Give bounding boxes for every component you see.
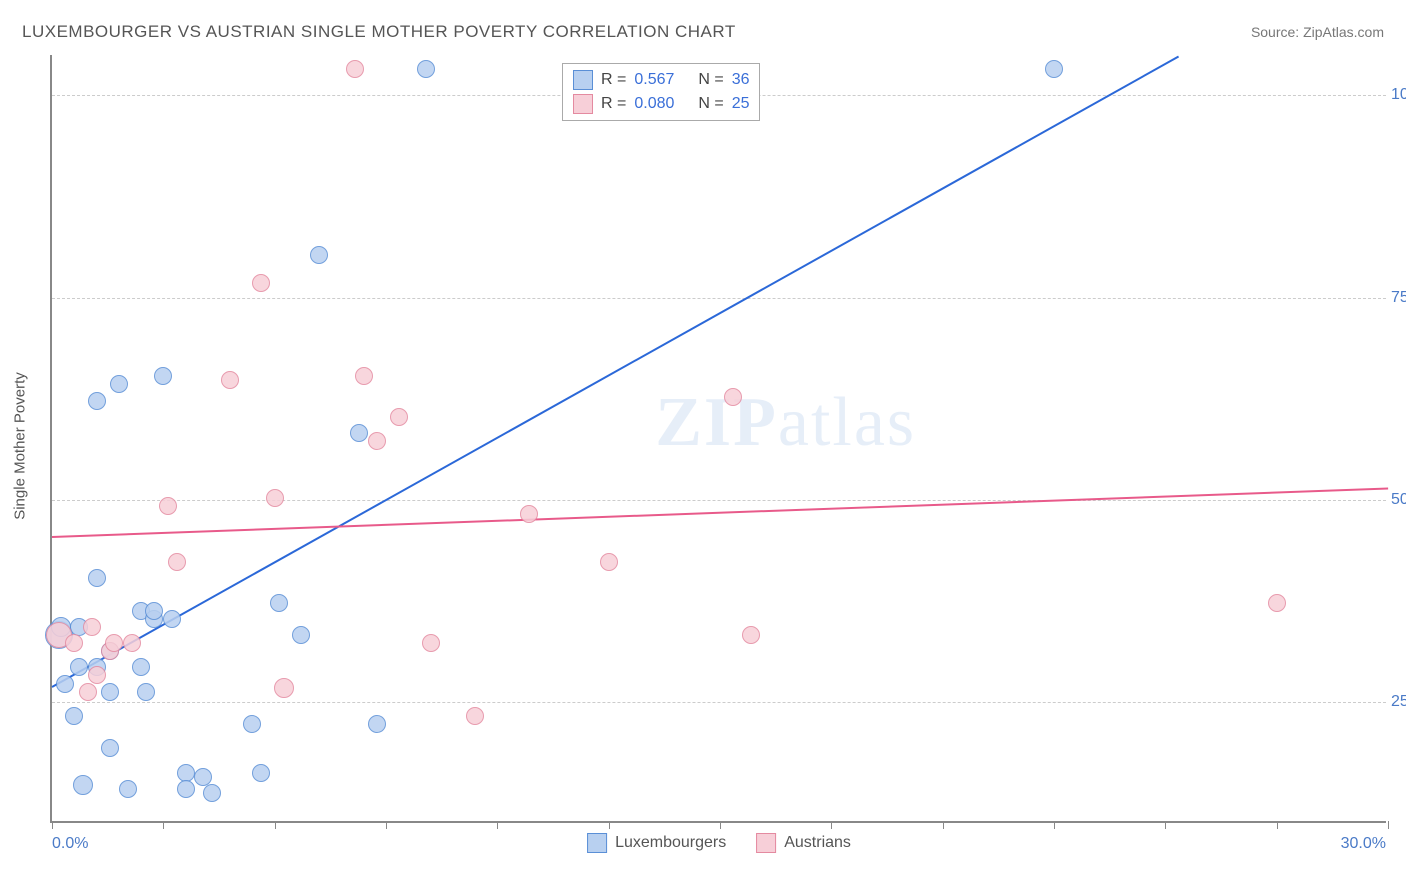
correlation-legend: R = 0.567 N = 36 R = 0.080 N = 25 bbox=[562, 63, 760, 121]
source-attribution: Source: ZipAtlas.com bbox=[1251, 24, 1384, 40]
legend-n-label: N = bbox=[698, 71, 723, 89]
data-point-aus bbox=[266, 489, 284, 507]
data-point-lux bbox=[417, 60, 435, 78]
data-point-lux bbox=[203, 784, 221, 802]
legend-row-lux: R = 0.567 N = 36 bbox=[573, 68, 749, 92]
x-tick-label-max: 30.0% bbox=[1341, 835, 1386, 853]
y-tick-label: 75.0% bbox=[1391, 289, 1406, 307]
data-point-lux bbox=[177, 780, 195, 798]
data-point-lux bbox=[350, 424, 368, 442]
data-point-lux bbox=[132, 658, 150, 676]
data-point-aus bbox=[600, 553, 618, 571]
data-point-lux bbox=[101, 739, 119, 757]
data-point-lux bbox=[163, 610, 181, 628]
data-point-lux bbox=[145, 602, 163, 620]
data-point-lux bbox=[110, 375, 128, 393]
series-legend: Luxembourgers Austrians bbox=[587, 833, 851, 853]
data-point-lux bbox=[119, 780, 137, 798]
plot-area: ZIPatlas 25.0%50.0%75.0%100.0%0.0%30.0%R… bbox=[50, 55, 1386, 823]
data-point-lux bbox=[194, 768, 212, 786]
x-tick bbox=[1054, 821, 1055, 829]
series-legend-item-aus: Austrians bbox=[756, 833, 851, 853]
x-tick bbox=[52, 821, 53, 829]
x-tick bbox=[1277, 821, 1278, 829]
data-point-aus bbox=[88, 666, 106, 684]
data-point-aus bbox=[274, 678, 294, 698]
data-point-aus bbox=[724, 388, 742, 406]
legend-n-label: N = bbox=[698, 95, 723, 113]
watermark: ZIPatlas bbox=[655, 383, 916, 463]
data-point-aus bbox=[422, 634, 440, 652]
data-point-aus bbox=[168, 553, 186, 571]
data-point-aus bbox=[355, 367, 373, 385]
data-point-lux bbox=[101, 683, 119, 701]
y-tick-label: 100.0% bbox=[1391, 86, 1406, 104]
data-point-aus bbox=[466, 707, 484, 725]
y-axis-title: Single Mother Poverty bbox=[12, 372, 29, 520]
data-point-lux bbox=[1045, 60, 1063, 78]
series-swatch-aus bbox=[756, 833, 776, 853]
data-point-aus bbox=[105, 634, 123, 652]
legend-swatch-lux bbox=[573, 70, 593, 90]
chart-title: LUXEMBOURGER VS AUSTRIAN SINGLE MOTHER P… bbox=[22, 22, 736, 42]
x-tick bbox=[1388, 821, 1389, 829]
data-point-lux bbox=[70, 658, 88, 676]
data-point-aus bbox=[123, 634, 141, 652]
x-tick bbox=[275, 821, 276, 829]
trend-line-lux bbox=[52, 55, 1180, 687]
legend-row-aus: R = 0.080 N = 25 bbox=[573, 92, 749, 116]
legend-n-value-aus: 25 bbox=[732, 95, 750, 113]
legend-r-label: R = bbox=[601, 71, 626, 89]
data-point-lux bbox=[154, 367, 172, 385]
x-tick bbox=[497, 821, 498, 829]
data-point-lux bbox=[243, 715, 261, 733]
legend-r-value-aus: 0.080 bbox=[634, 95, 690, 113]
gridline bbox=[52, 702, 1386, 703]
series-swatch-lux bbox=[587, 833, 607, 853]
data-point-aus bbox=[252, 274, 270, 292]
data-point-aus bbox=[65, 634, 83, 652]
x-tick bbox=[831, 821, 832, 829]
series-label-lux: Luxembourgers bbox=[615, 834, 726, 852]
x-tick bbox=[943, 821, 944, 829]
y-tick-label: 25.0% bbox=[1391, 693, 1406, 711]
data-point-lux bbox=[73, 775, 93, 795]
data-point-aus bbox=[346, 60, 364, 78]
data-point-lux bbox=[310, 246, 328, 264]
legend-r-label: R = bbox=[601, 95, 626, 113]
data-point-lux bbox=[56, 675, 74, 693]
data-point-aus bbox=[742, 626, 760, 644]
data-point-lux bbox=[252, 764, 270, 782]
legend-n-value-lux: 36 bbox=[732, 71, 750, 89]
data-point-lux bbox=[292, 626, 310, 644]
x-tick bbox=[1165, 821, 1166, 829]
data-point-lux bbox=[88, 569, 106, 587]
data-point-aus bbox=[83, 618, 101, 636]
data-point-lux bbox=[270, 594, 288, 612]
data-point-aus bbox=[1268, 594, 1286, 612]
data-point-aus bbox=[390, 408, 408, 426]
data-point-aus bbox=[221, 371, 239, 389]
x-tick bbox=[720, 821, 721, 829]
x-tick bbox=[163, 821, 164, 829]
series-label-aus: Austrians bbox=[784, 834, 851, 852]
legend-r-value-lux: 0.567 bbox=[634, 71, 690, 89]
x-tick bbox=[386, 821, 387, 829]
data-point-aus bbox=[159, 497, 177, 515]
x-tick-label-min: 0.0% bbox=[52, 835, 88, 853]
gridline bbox=[52, 298, 1386, 299]
data-point-aus bbox=[79, 683, 97, 701]
series-legend-item-lux: Luxembourgers bbox=[587, 833, 726, 853]
data-point-lux bbox=[88, 392, 106, 410]
data-point-lux bbox=[65, 707, 83, 725]
y-tick-label: 50.0% bbox=[1391, 491, 1406, 509]
trend-line-aus bbox=[52, 487, 1388, 538]
data-point-lux bbox=[368, 715, 386, 733]
data-point-aus bbox=[520, 505, 538, 523]
data-point-lux bbox=[137, 683, 155, 701]
legend-swatch-aus bbox=[573, 94, 593, 114]
gridline bbox=[52, 500, 1386, 501]
data-point-aus bbox=[368, 432, 386, 450]
x-tick bbox=[609, 821, 610, 829]
